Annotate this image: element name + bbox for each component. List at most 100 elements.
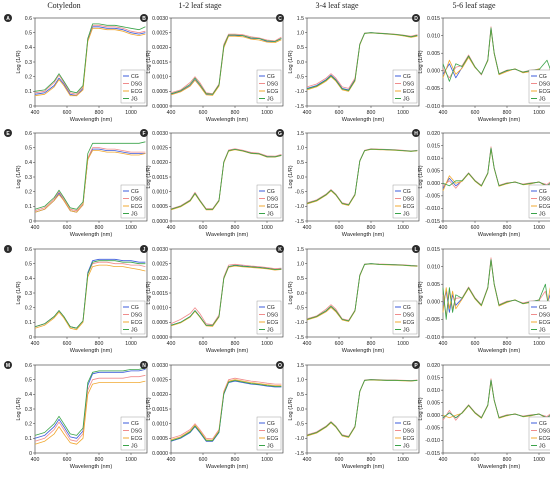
y-tick-label: 0.0000 [152,451,168,457]
legend-label-cg: CG [539,421,547,427]
y-tick-label: 0.0005 [152,89,168,95]
x-tick-label: 800 [95,457,104,463]
x-axis-label: Wavelength (nm) [342,117,385,123]
x-axis-label: Wavelength (nm) [70,464,113,470]
y-tick-label: 0.0025 [152,377,168,383]
series-line-jg [442,259,550,320]
legend-label-cg: CG [267,421,275,427]
y-tick-label: -0.005 [425,317,440,323]
y-tick-label: 1.5 [297,131,304,137]
legend-box [528,300,550,335]
x-tick-label: 400 [31,110,40,116]
legend-label-jg: JG [131,211,138,217]
y-tick-label: 0.020 [427,131,440,137]
panel-P: P 400 600 800 1000 -0.015 -0.010 -0.005 0.000 0.0… [412,361,550,470]
y-tick-label: -0.010 [425,438,440,444]
y-tick-label: 0.0010 [152,421,168,427]
legend-label-cg: CG [267,305,275,311]
y-tick-label: 0.3 [25,407,32,413]
x-tick-label: 800 [231,225,240,231]
panel-F: F 400 600 800 1000 0.0000 0.0005 0.0010 0.0015 0.… [140,129,284,238]
plot-frame [442,364,550,454]
y-tick-label: 0.5 [25,30,32,36]
y-tick-label: -0.005 [425,86,440,92]
panel-letter: N [142,363,146,369]
y-tick-label: 0.0015 [152,175,168,181]
panel-letter: L [414,247,417,253]
y-tick-label: 0.6 [25,16,32,22]
panel-letter: E [6,131,10,137]
legend-label-dsg: DSG [403,312,414,318]
y-tick-label: 0.1 [25,89,32,95]
series-line-dsg [34,147,146,212]
panel-letter-badge [4,361,12,369]
legend-label-dsg: DSG [539,81,550,87]
legend-label-dsg: DSG [539,312,550,318]
y-tick-label: 0.0030 [152,363,168,369]
y-axis-label: Log (1/R) [16,50,22,73]
series-line-jg [34,260,146,329]
y-tick-label: -0.010 [425,104,440,110]
y-tick-label: 0.005 [427,401,440,407]
y-tick-label: 0.000 [427,181,440,187]
y-tick-label: 0.4 [25,392,32,398]
x-tick-label: 400 [167,341,176,347]
series-line-dsg [170,263,282,326]
x-tick-label: 1000 [533,341,545,347]
legend-label-jg: JG [131,443,138,449]
legend-label-jg: JG [131,96,138,102]
panel-letter: O [278,363,282,369]
y-tick-label: 0.3 [25,60,32,66]
x-tick-label: 800 [367,457,376,463]
legend-label-jg: JG [403,327,410,333]
legend-label-ecg: ECG [131,436,142,442]
legend-label-ecg: ECG [403,204,414,210]
y-tick-label: 0.010 [427,156,440,162]
y-tick-label: -0.010 [425,206,440,212]
legend-label-jg: JG [403,211,410,217]
series-line-jg [170,34,282,95]
panel-letter-badge [276,14,284,22]
y-axis-label: Log (1/R) [288,50,294,73]
x-tick-label: 800 [503,341,512,347]
panel-K: K 400 600 800 1000 -1.5 -1.0 -0.5 0.0 0.5 1.0 1.5 Wa… [276,245,420,354]
plot-frame [442,17,550,107]
y-tick-label: 0.5 [297,392,304,398]
y-tick-label: 0.0005 [152,204,168,210]
x-axis-label: Wavelength (nm) [206,348,249,354]
y-axis-label: Log (1/R) [146,281,152,304]
series-line-jg [306,148,418,206]
y-tick-label: 0.0020 [152,392,168,398]
stage-title-5-6-leaf: 5-6 leaf stage [452,1,496,10]
series-line-jg [170,380,282,442]
panel-G: G 400 600 800 1000 -1.5 -1.0 -0.5 0.0 0.5 1.0 1.5 Wa… [276,129,420,238]
legend-label-cg: CG [131,421,139,427]
y-tick-label: 0.1 [25,320,32,326]
x-axis-label: Wavelength (nm) [70,348,113,354]
legend-label-cg: CG [403,74,411,80]
y-tick-label: -0.5 [295,421,304,427]
x-tick-label: 400 [167,457,176,463]
y-tick-label: 0.0030 [152,247,168,253]
panel-letter-badge [140,14,148,22]
x-tick-label: 400 [31,457,40,463]
x-tick-label: 400 [439,341,448,347]
y-axis-label: Log (1/R) [288,281,294,304]
y-tick-label: 0.4 [25,160,32,166]
x-axis-label: Wavelength (nm) [478,464,521,470]
y-tick-label: 1.5 [297,16,304,22]
legend-label-dsg: DSG [403,196,414,202]
y-tick-label: 0.4 [25,45,32,51]
y-tick-label: 0.0 [297,407,304,413]
panel-letter-badge [412,14,420,22]
series-line-jg [170,148,282,210]
x-tick-label: 1000 [533,457,545,463]
legend-label-jg: JG [539,443,546,449]
series-line-dsg [34,374,146,442]
x-tick-label: 600 [471,225,480,231]
x-axis-label: Wavelength (nm) [342,232,385,238]
